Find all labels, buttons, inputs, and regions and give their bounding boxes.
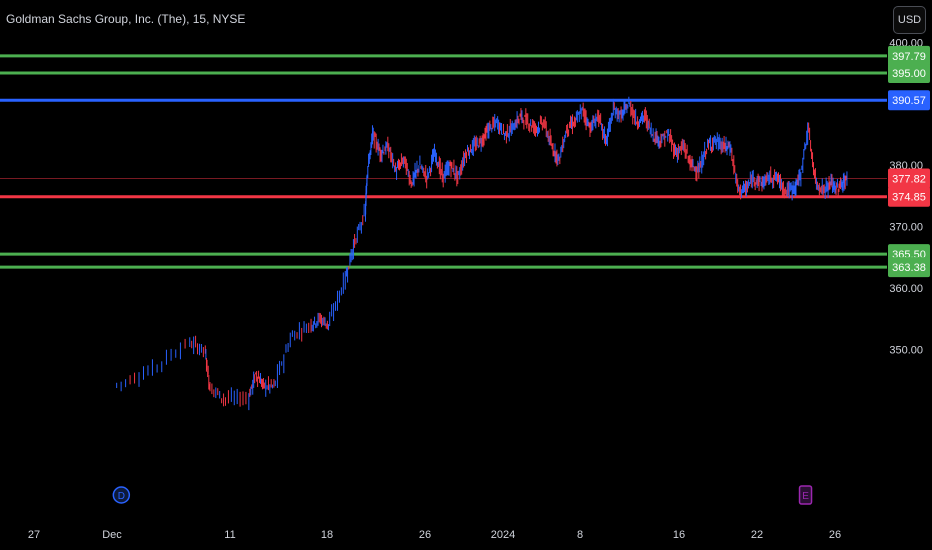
earnings-marker: [798, 485, 813, 505]
y-tick-label: 370.00: [889, 222, 923, 234]
dividend-marker: [112, 486, 131, 504]
price-tag-397.79: [888, 45, 930, 66]
price-tag-390.57: [888, 90, 930, 111]
event-marker-label: E: [802, 491, 809, 502]
x-tick-label: 26: [829, 529, 841, 541]
y-tick-label: 360.00: [889, 283, 923, 295]
x-tick-label: 26: [419, 529, 431, 541]
price-tag-374.85: [888, 186, 930, 207]
x-tick-label: 2024: [491, 529, 515, 541]
price-tag-377.82: [888, 168, 930, 189]
price-tag-label: 363.38: [892, 262, 926, 274]
x-tick-label: 22: [751, 529, 763, 541]
y-tick-label: 350.00: [889, 344, 923, 356]
chart-title: Goldman Sachs Group, Inc. (The), 15, NYS…: [6, 12, 246, 26]
x-tick-label: 11: [224, 529, 235, 541]
price-tag-label: 374.85: [892, 192, 926, 204]
x-tick-label: 8: [577, 529, 583, 541]
x-tick-label: Dec: [102, 529, 122, 541]
price-tag-label: 397.79: [892, 51, 926, 63]
price-tag-395.00: [888, 63, 930, 83]
price-tag-363.38: [888, 257, 930, 278]
event-marker-label: D: [118, 491, 125, 502]
x-tick-label: 27: [28, 529, 40, 541]
price-tag-label: 377.82: [892, 173, 926, 185]
price-tag-label: 390.57: [892, 95, 926, 107]
x-tick-label: 18: [321, 529, 333, 541]
x-tick-label: 16: [673, 529, 685, 541]
currency-button[interactable]: USD: [893, 6, 926, 34]
price-tag-label: 395.00: [892, 68, 926, 80]
